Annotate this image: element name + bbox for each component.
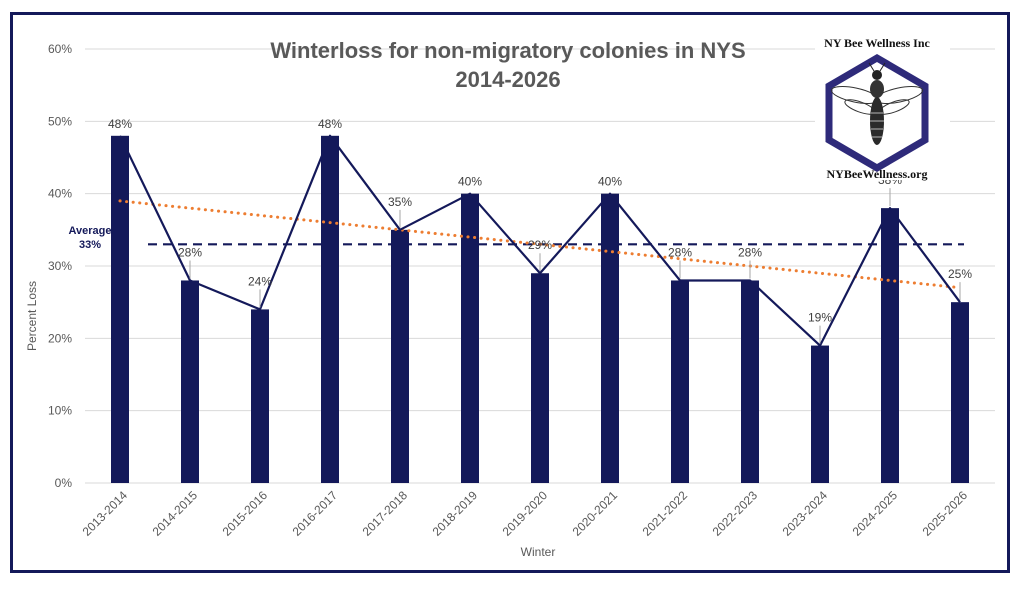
x-tick-label: 2023-2024 (780, 488, 831, 539)
data-label: 28% (178, 245, 202, 259)
x-tick-label: 2025-2026 (920, 488, 971, 539)
x-tick-label: 2021-2022 (640, 488, 691, 539)
overlay-line-group (119, 134, 961, 347)
bar (321, 135, 339, 484)
bar (181, 280, 199, 483)
data-label: 28% (738, 245, 762, 259)
y-axis-label: Percent Loss (25, 281, 39, 351)
x-tick-label: 2019-2020 (500, 488, 551, 539)
x-tick-label: 2013-2014 (80, 488, 131, 539)
x-tick-label: 2016-2017 (290, 488, 341, 539)
bar (391, 229, 409, 483)
bar (601, 193, 619, 483)
bar (881, 208, 899, 483)
x-tick-label: 2017-2018 (360, 488, 411, 539)
y-tick-label: 20% (48, 331, 72, 345)
data-label: 48% (318, 117, 342, 131)
data-label: 28% (668, 245, 692, 259)
x-tick-label: 2024-2025 (850, 488, 901, 539)
y-tick-label: 10% (48, 404, 72, 418)
logo: NY Bee Wellness Inc NYBeeWellness.org (815, 32, 950, 181)
x-tick-label: 2022-2023 (710, 488, 761, 539)
y-tick-label: 60% (48, 42, 72, 56)
trendline (118, 199, 962, 290)
x-tick-label: 2020-2021 (570, 488, 621, 539)
data-label: 40% (458, 175, 482, 189)
bar (671, 280, 689, 483)
data-label: 29% (528, 238, 552, 252)
x-axis-label: Winter (521, 545, 556, 559)
bar (461, 193, 479, 483)
bar (531, 273, 549, 483)
bar (811, 345, 829, 483)
y-tick-label: 30% (48, 259, 72, 273)
chart-title-line2: 2014-2026 (455, 67, 560, 92)
x-axis-ticks: 2013-2014 2014-2015 2015-2016 2016-2017 2017… (80, 488, 971, 539)
y-tick-label: 40% (48, 187, 72, 201)
x-tick-label: 2018-2019 (430, 488, 481, 539)
y-tick-label: 50% (48, 114, 72, 128)
data-label: 48% (108, 117, 132, 131)
bar (741, 280, 759, 483)
data-label: 35% (388, 195, 412, 209)
data-label: 25% (948, 267, 972, 281)
bar (111, 135, 129, 484)
overlay-line (119, 134, 961, 347)
bars (111, 135, 969, 484)
y-tick-label: 0% (55, 476, 73, 490)
x-tick-label: 2015-2016 (220, 488, 271, 539)
y-axis-ticks: 0% 10% 20% 30% 40% 50% 60% (48, 42, 72, 490)
bar (951, 302, 969, 483)
logo-bottom-text: NYBeeWellness.org (827, 167, 928, 181)
data-label: 24% (248, 274, 272, 288)
average-label-line1: Average (68, 225, 111, 237)
bee-icon (830, 62, 924, 145)
logo-top-text: NY Bee Wellness Inc (824, 36, 930, 50)
chart-title-line1: Winterloss for non-migratory colonies in… (270, 38, 745, 63)
data-label: 19% (808, 311, 832, 325)
average-label-value: 33% (79, 239, 101, 251)
bar (251, 309, 269, 483)
trendline-group (118, 199, 962, 290)
data-label: 40% (598, 175, 622, 189)
x-tick-label: 2014-2015 (150, 488, 201, 539)
